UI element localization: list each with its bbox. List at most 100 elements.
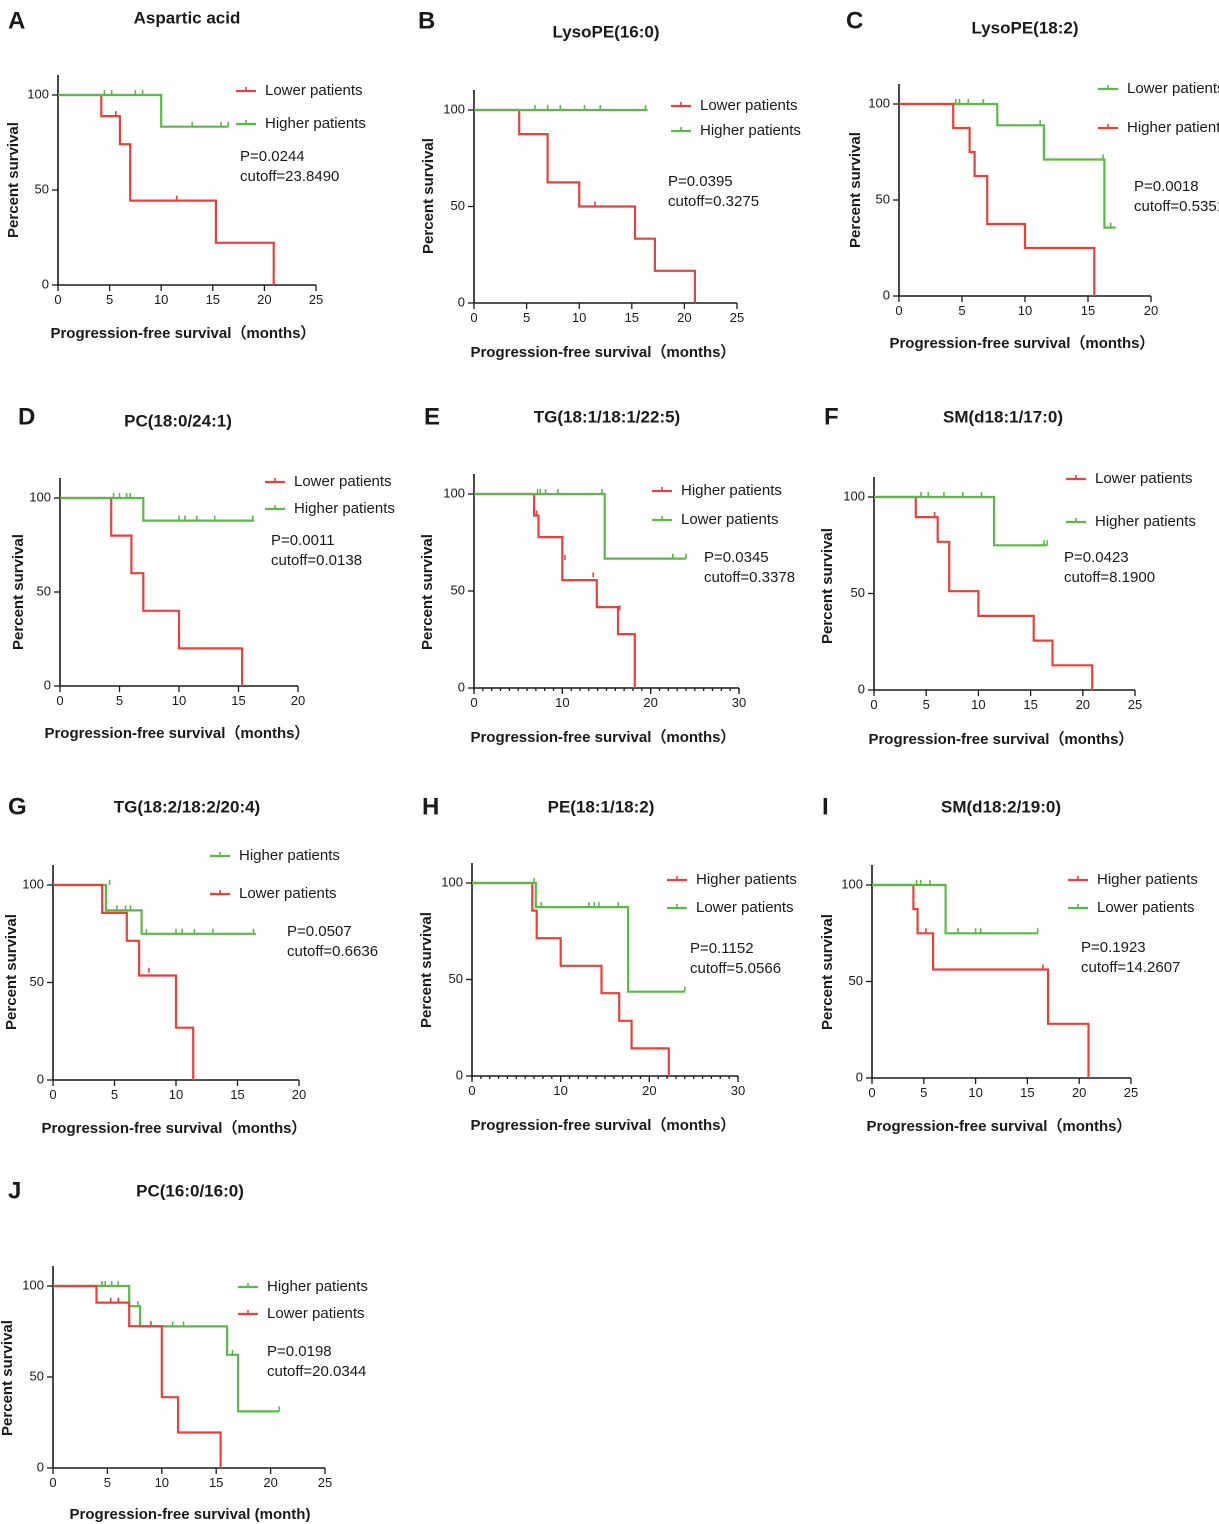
legend-entry: Higher patients — [652, 482, 782, 499]
x-tick-label: 5 — [106, 292, 113, 307]
legend-entry: Lower patients — [671, 97, 798, 114]
legend-label: Lower patients — [1097, 899, 1195, 916]
x-tick-label: 10 — [154, 292, 168, 307]
y-axis-label: Percent survival — [819, 914, 836, 1030]
survival-curve — [60, 496, 254, 522]
legend-entry: Higher patients — [1098, 119, 1219, 136]
x-tick-label: 30 — [731, 1083, 745, 1098]
y-tick-label: 100 — [22, 1277, 44, 1292]
y-tick-label: 100 — [22, 876, 44, 891]
series-lower-patients — [874, 495, 1094, 690]
y-tick-label: 100 — [841, 876, 863, 891]
y-axis-label: Percent survival — [847, 132, 864, 248]
x-tick-label: 20 — [291, 693, 305, 708]
x-axis-label: Progression-free survival（months） — [868, 730, 1133, 748]
x-axis-label: Progression-free survival (month) — [70, 1506, 311, 1523]
legend-entry: Higher patients — [667, 871, 797, 888]
legend-label: Higher patients — [681, 482, 782, 499]
legend-label: Higher patients — [696, 871, 797, 888]
series-higher-patients — [58, 90, 230, 128]
legend-entry: Higher patients — [238, 1278, 368, 1295]
series-higher-patients — [474, 105, 648, 112]
legend-label: Lower patients — [294, 473, 392, 490]
y-axis-label: Percent survival — [819, 528, 836, 644]
chart-title: TG(18:1/18:1/22:5) — [534, 407, 680, 426]
y-tick-label: 50 — [849, 973, 863, 988]
p-value-annotation: P=0.0011 — [271, 532, 335, 549]
series-higher-patients — [899, 102, 1096, 296]
legend-entry: Higher patients — [671, 122, 801, 139]
y-tick-label: 100 — [868, 95, 890, 110]
x-tick-label: 0 — [470, 695, 477, 710]
y-axis-label: Percent survival — [0, 1320, 16, 1436]
cutoff-annotation: cutoff=23.8490 — [240, 168, 339, 185]
cutoff-annotation: cutoff=0.3378 — [704, 569, 795, 586]
legend-entry: Lower patients — [236, 82, 363, 99]
legend-entry: Lower patients — [652, 511, 779, 528]
legend-entry: Higher patients — [236, 115, 366, 132]
x-tick-label: 20 — [1144, 303, 1158, 318]
x-tick-label: 10 — [169, 1087, 183, 1102]
y-tick-label: 50 — [851, 585, 865, 600]
legend-label: Higher patients — [294, 500, 395, 517]
series-higher-patients — [53, 880, 256, 935]
x-tick-label: 15 — [1023, 697, 1037, 712]
chart-title: SM(d18:2/19:0) — [941, 797, 1061, 816]
x-tick-label: 10 — [553, 1083, 567, 1098]
cutoff-annotation: cutoff=0.5351 — [1134, 198, 1219, 215]
x-tick-label: 0 — [870, 697, 877, 712]
y-tick-label: 50 — [451, 582, 465, 597]
p-value-annotation: P=0.1923 — [1081, 939, 1146, 956]
x-tick-label: 5 — [523, 310, 530, 325]
survival-curve — [874, 495, 1048, 547]
y-tick-label: 50 — [30, 974, 44, 989]
y-axis-label: Percent survival — [3, 914, 20, 1030]
y-tick-label: 50 — [876, 191, 890, 206]
x-tick-label: 15 — [230, 1087, 244, 1102]
x-tick-label: 0 — [49, 1475, 56, 1490]
p-value-annotation: P=0.0244 — [240, 148, 305, 165]
survival-curve — [872, 883, 1038, 935]
chart-title: SM(d18:1/17:0) — [943, 407, 1063, 426]
y-tick-label: 50 — [30, 1368, 44, 1383]
x-tick-label: 10 — [1018, 303, 1032, 318]
series-higher-patients — [872, 883, 1090, 1078]
chart-title: PE(18:1/18:2) — [548, 797, 655, 816]
x-tick-label: 20 — [642, 1083, 656, 1098]
x-tick-label: 10 — [572, 310, 586, 325]
y-axis-label: Percent survival — [418, 912, 435, 1028]
x-tick-label: 10 — [555, 695, 569, 710]
x-tick-label: 20 — [292, 1087, 306, 1102]
survival-curve — [899, 102, 1116, 229]
p-value-annotation: P=0.0395 — [668, 173, 733, 190]
survival-curve — [872, 883, 1090, 1078]
panel-j: J PC(16:0/16:0) 0 5 10 15 20 25 0 50 100 Progressio… — [0, 1177, 368, 1523]
cutoff-annotation: cutoff=14.2607 — [1081, 959, 1180, 976]
series-lower-patients — [474, 108, 696, 303]
legend-entry: Higher patients — [1066, 513, 1196, 530]
survival-curve — [474, 492, 686, 560]
y-axis-label: Percent survival — [420, 138, 437, 254]
x-tick-label: 10 — [172, 693, 186, 708]
y-tick-label: 100 — [29, 489, 51, 504]
cutoff-annotation: cutoff=0.6636 — [287, 943, 378, 960]
series-higher-patients — [874, 492, 1049, 547]
panel-letter: D — [18, 403, 35, 430]
legend-label: Higher patients — [239, 847, 340, 864]
series-higher-patients — [474, 492, 636, 688]
x-tick-label: 0 — [468, 1083, 475, 1098]
legend-entry: Higher patients — [265, 500, 395, 517]
y-tick-label: 50 — [449, 971, 463, 986]
y-tick-label: 100 — [443, 101, 465, 116]
x-tick-label: 5 — [111, 1087, 118, 1102]
x-axis-label: Progression-free survival（months） — [44, 724, 309, 742]
y-axis-label: Percent survival — [10, 534, 27, 650]
legend-label: Lower patients — [700, 97, 798, 114]
panel-a: A Aspartic acid 0 5 10 15 20 25 0 50 100 Progressio… — [5, 7, 366, 342]
x-axis-label: Progression-free survival（months） — [889, 334, 1154, 352]
legend-entry: Higher patients — [1068, 871, 1198, 888]
survival-curve — [474, 492, 636, 688]
series-lower-patients — [872, 880, 1039, 935]
cutoff-annotation: cutoff=5.0566 — [690, 960, 781, 977]
p-value-annotation: P=0.0198 — [267, 1343, 332, 1360]
